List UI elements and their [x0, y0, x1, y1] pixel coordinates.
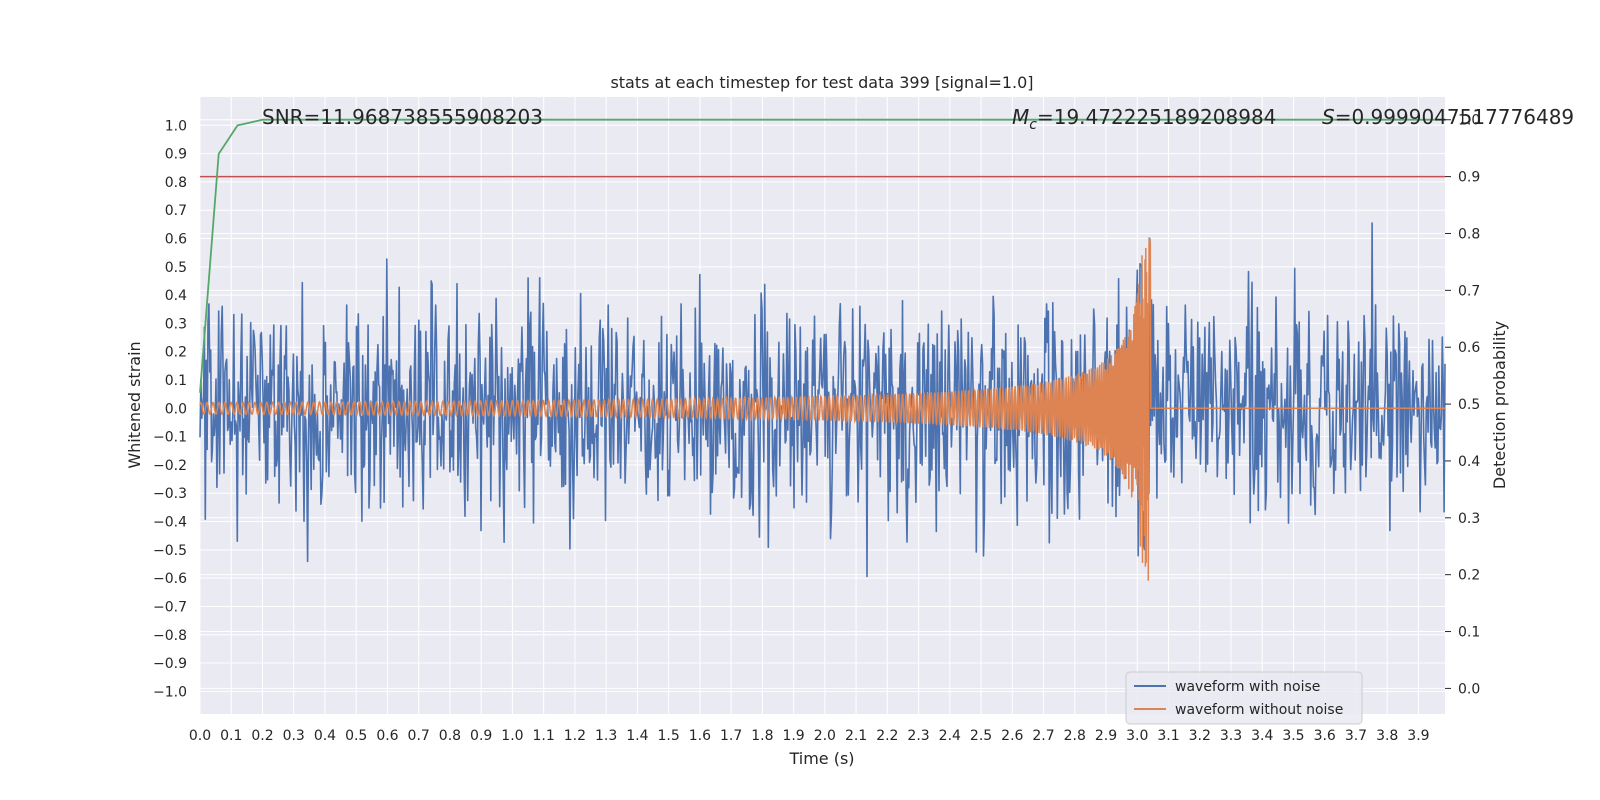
y2-tick-label: 0.0	[1458, 681, 1480, 697]
x-tick-label: 0.2	[251, 728, 273, 744]
y-tick-label: 0.1	[165, 373, 187, 389]
y-tick-label: −0.4	[153, 515, 187, 531]
legend-box	[1125, 671, 1363, 725]
y-axis-label: Whitened strain	[125, 341, 144, 468]
s-symbol: S	[1322, 105, 1335, 129]
x-tick-label: 1.4	[626, 728, 648, 744]
y-tick-label: −0.7	[153, 599, 187, 615]
x-tick-label: 0.7	[408, 728, 430, 744]
y2-tick-label: 0.7	[1458, 283, 1480, 299]
y-tick-label: 0.6	[165, 232, 187, 248]
y2-tick-label: 0.1	[1458, 625, 1480, 641]
x-tick-label: 0.0	[189, 728, 211, 744]
y-tick-label: −0.6	[153, 571, 187, 587]
legend-label-clean: waveform without noise	[1175, 702, 1343, 718]
x-tick-label: 0.8	[439, 728, 461, 744]
x-tick-label: 2.4	[939, 728, 961, 744]
x-tick-label: 3.8	[1376, 728, 1398, 744]
y2-tick-label: 0.8	[1458, 226, 1480, 242]
x-tick-label: 1.3	[595, 728, 617, 744]
x-tick-label: 3.7	[1345, 728, 1367, 744]
snr-annotation: SNR=11.968738555908203	[262, 105, 543, 129]
mc-annotation: Mc=19.472225189208984	[1012, 105, 1276, 133]
x-tick-label: 1.6	[689, 728, 711, 744]
x-tick-label: 1.1	[533, 728, 555, 744]
x-tick-label: 2.5	[970, 728, 992, 744]
x-tick-label: 0.9	[470, 728, 492, 744]
y-tick-label: 0.5	[165, 260, 187, 276]
x-tick-label: 2.3	[907, 728, 929, 744]
x-tick-label: 3.5	[1282, 728, 1304, 744]
y-tick-label: 0.8	[165, 175, 187, 191]
y2-tick-label: 0.5	[1458, 397, 1480, 413]
x-tick-label: 1.9	[782, 728, 804, 744]
x-tick-label: 2.0	[814, 728, 836, 744]
s-value: =0.9999047517776489	[1335, 105, 1574, 129]
y-tick-label: −0.9	[153, 656, 187, 672]
x-tick-label: 3.1	[1157, 728, 1179, 744]
chart-title: stats at each timestep for test data 399…	[610, 73, 1033, 92]
y-tick-label: 0.3	[165, 316, 187, 332]
x-tick-label: 1.7	[720, 728, 742, 744]
y-tick-label: 1.0	[165, 118, 187, 134]
y-tick-label: −0.5	[153, 543, 187, 559]
x-tick-label: 1.5	[657, 728, 679, 744]
x-axis-label: Time (s)	[788, 749, 854, 768]
y-tick-label: −1.0	[153, 684, 187, 700]
x-tick-label: 3.4	[1251, 728, 1273, 744]
x-tick-label: 1.0	[501, 728, 523, 744]
detection-probability-line	[199, 118, 1445, 393]
x-tick-label: 3.9	[1407, 728, 1429, 744]
ticks: 0.0 0.1 0.2 0.3 0.4 0.5 0.6 0.7 0.8 0.9 1.0 1.1 1.2 1…	[153, 113, 1480, 744]
mc-subscript: c	[1029, 117, 1037, 133]
y2-tick-label: 1.0	[1458, 113, 1480, 129]
x-tick-label: 1.8	[751, 728, 773, 744]
x-tick-label: 1.2	[564, 728, 586, 744]
noisy-waveform-line	[199, 222, 1446, 578]
y2-tick-label: 0.9	[1458, 170, 1480, 186]
y2-tick-label: 0.3	[1458, 511, 1480, 527]
x-tick-label: 0.4	[314, 728, 336, 744]
y2-tick-label: 0.2	[1458, 568, 1480, 584]
y-tick-label: −0.1	[153, 430, 187, 446]
x-tick-label: 3.3	[1220, 728, 1242, 744]
y-tick-label: 0.9	[165, 147, 187, 163]
x-tick-label: 0.1	[220, 728, 242, 744]
x-tick-label: 2.1	[845, 728, 867, 744]
series-layer	[199, 118, 1446, 581]
mc-value: =19.472225189208984	[1037, 105, 1276, 129]
y-tick-label: 0.4	[165, 288, 187, 304]
y-tick-label: 0.7	[165, 203, 187, 219]
s-annotation: S=0.9999047517776489	[1322, 105, 1574, 129]
y2-tick-label: 0.6	[1458, 340, 1480, 356]
y-tick-label: −0.8	[153, 628, 187, 644]
clean-waveform-line	[199, 237, 1445, 581]
x-tick-label: 0.6	[376, 728, 398, 744]
y-tick-label: −0.2	[153, 458, 187, 474]
x-tick-label: 2.8	[1064, 728, 1086, 744]
x-tick-label: 3.2	[1189, 728, 1211, 744]
mc-symbol: M	[1012, 105, 1029, 129]
y-tick-label: 0.2	[165, 345, 187, 361]
x-tick-label: 2.2	[876, 728, 898, 744]
y2-tick-label: 0.4	[1458, 454, 1480, 470]
x-tick-label: 2.9	[1095, 728, 1117, 744]
x-tick-label: 2.6	[1001, 728, 1023, 744]
legend-label-noisy: waveform with noise	[1175, 679, 1320, 695]
y-tick-label: 0.0	[165, 401, 187, 417]
x-tick-label: 0.5	[345, 728, 367, 744]
y2-axis-label: Detection probability	[1490, 321, 1509, 489]
x-tick-label: 3.6	[1314, 728, 1336, 744]
x-tick-label: 0.3	[283, 728, 305, 744]
legend: waveform with noise waveform without noi…	[1125, 671, 1363, 725]
x-tick-label: 2.7	[1032, 728, 1054, 744]
y-tick-label: −0.3	[153, 486, 187, 502]
x-tick-label: 3.0	[1126, 728, 1148, 744]
